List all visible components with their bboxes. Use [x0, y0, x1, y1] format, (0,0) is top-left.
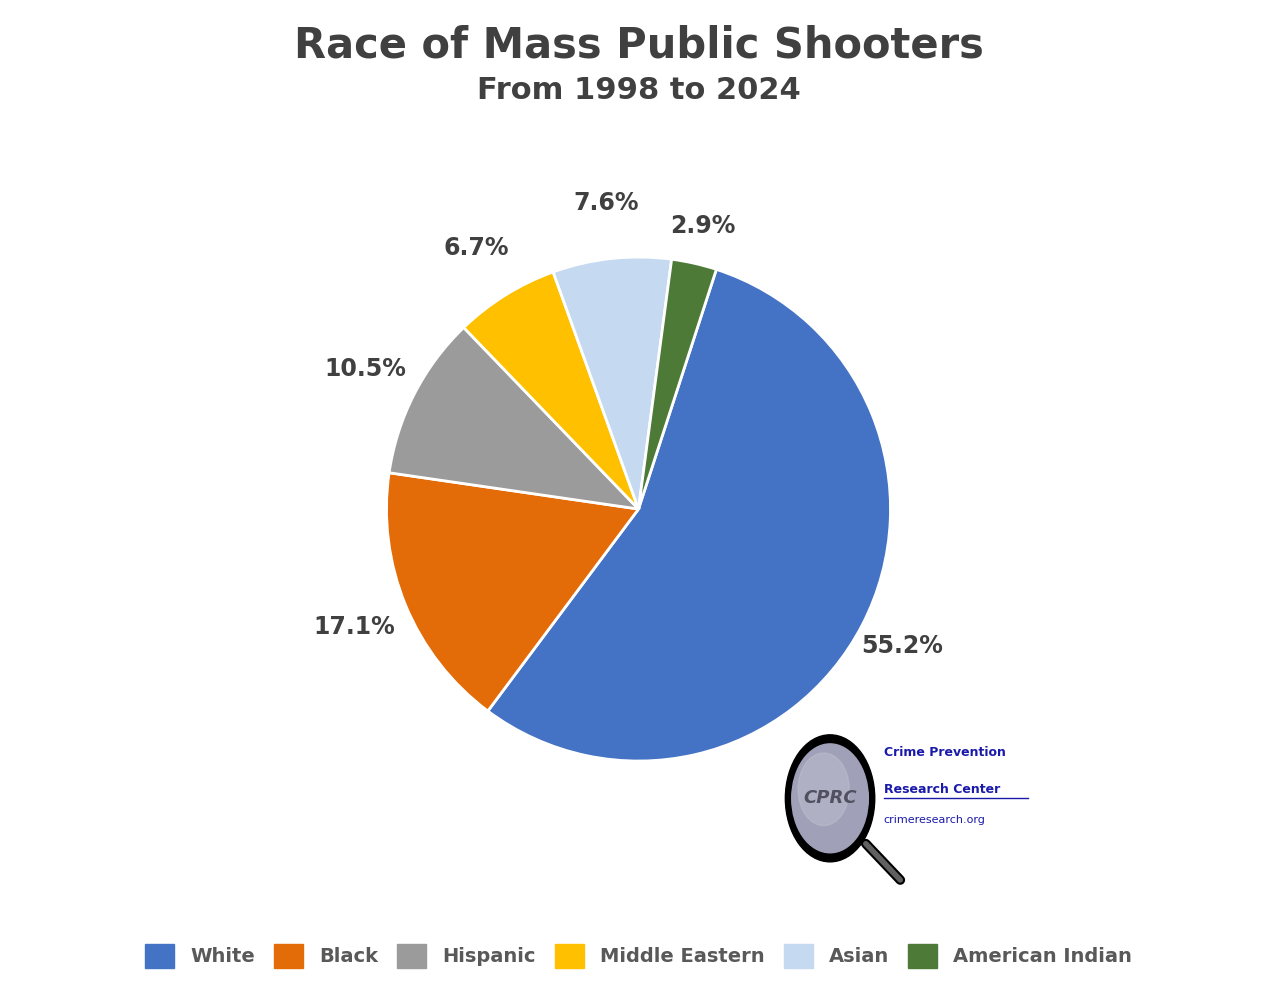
Text: 6.7%: 6.7%: [443, 236, 510, 260]
Wedge shape: [387, 473, 638, 711]
Text: 55.2%: 55.2%: [862, 634, 944, 657]
Wedge shape: [464, 272, 638, 509]
Legend: White, Black, Hispanic, Middle Eastern, Asian, American Indian: White, Black, Hispanic, Middle Eastern, …: [138, 936, 1139, 976]
Text: Crime Prevention: Crime Prevention: [884, 747, 1005, 759]
Text: Research Center: Research Center: [884, 783, 1000, 795]
Text: 2.9%: 2.9%: [670, 215, 736, 239]
Wedge shape: [553, 257, 672, 509]
Text: crimeresearch.org: crimeresearch.org: [884, 815, 986, 826]
Text: 7.6%: 7.6%: [573, 192, 638, 216]
Wedge shape: [389, 328, 638, 509]
Text: From 1998 to 2024: From 1998 to 2024: [476, 77, 801, 105]
Circle shape: [792, 744, 868, 853]
Circle shape: [785, 735, 875, 862]
Text: CPRC: CPRC: [803, 789, 857, 807]
Text: 10.5%: 10.5%: [324, 357, 406, 381]
Wedge shape: [488, 269, 890, 761]
Text: Race of Mass Public Shooters: Race of Mass Public Shooters: [294, 24, 983, 67]
Text: 17.1%: 17.1%: [314, 615, 396, 639]
Wedge shape: [638, 259, 716, 509]
Circle shape: [798, 753, 849, 826]
